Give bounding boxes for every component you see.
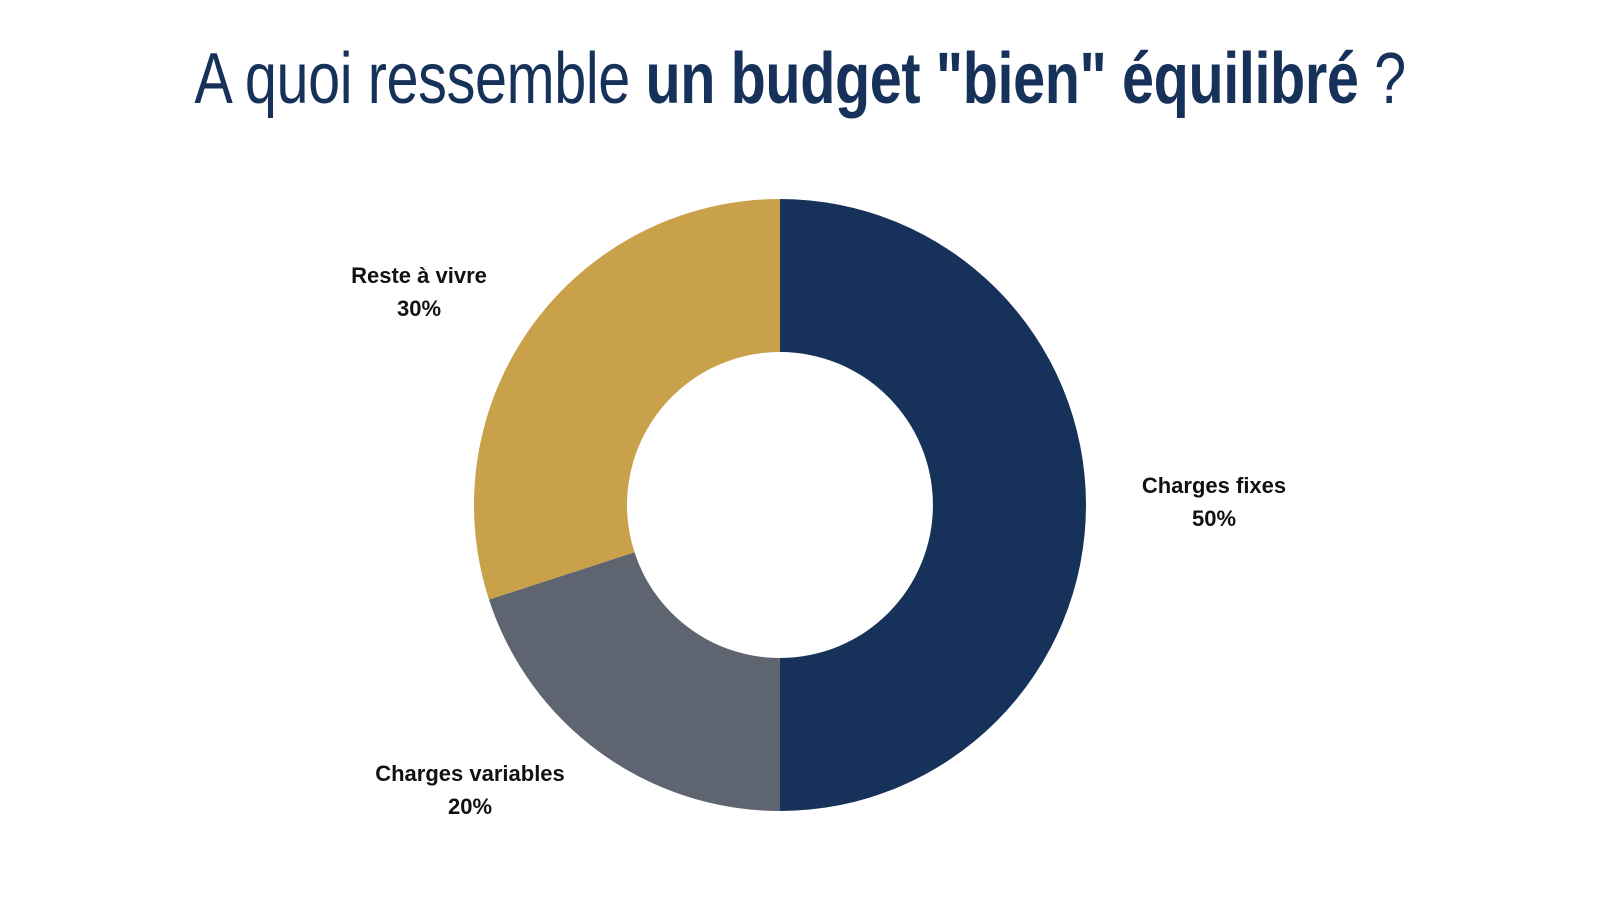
title-part-2: un budget "bien" équilibré xyxy=(645,39,1359,119)
slice-charges-fixes xyxy=(780,199,1086,811)
label-value: 20% xyxy=(447,794,493,819)
label-reste-a-vivre: Reste à vivre 30% xyxy=(351,259,487,325)
chart-title: A quoi ressemble un budget "bien" équili… xyxy=(0,38,1600,120)
label-value: 30% xyxy=(396,296,442,321)
label-charges-variables: Charges variables 20% xyxy=(375,757,565,823)
title-part-3: ? xyxy=(1374,39,1406,119)
label-charges-fixes: Charges fixes 50% xyxy=(1142,469,1286,535)
label-name: Charges variables xyxy=(375,761,565,786)
label-value: 50% xyxy=(1191,506,1237,531)
label-name: Charges fixes xyxy=(1141,473,1287,498)
label-name: Reste à vivre xyxy=(351,263,487,288)
slice-reste-vivre xyxy=(474,199,780,600)
slice-charges-variables xyxy=(488,552,780,811)
title-part-1: A quoi ressemble xyxy=(194,39,630,119)
